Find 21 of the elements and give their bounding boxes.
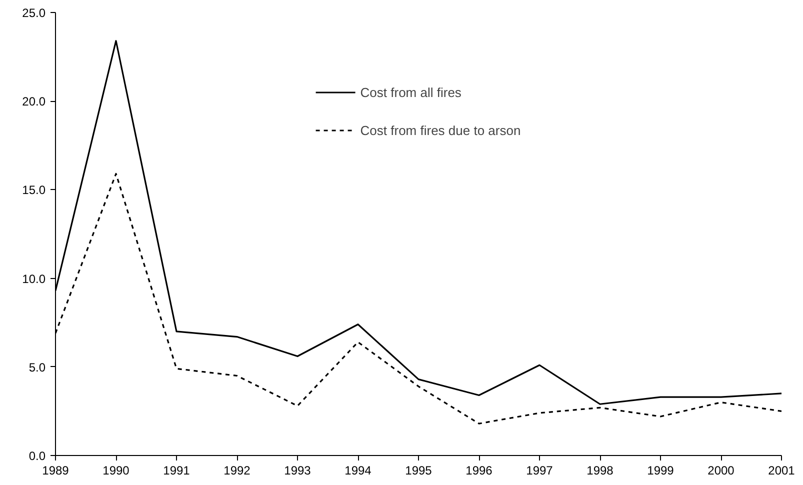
x-tick-label: 1992 (224, 464, 251, 478)
y-tick-label: 25.0 (22, 6, 46, 20)
x-tick-label: 1993 (284, 464, 312, 478)
y-tick-label: 0.0 (28, 449, 46, 463)
x-tick-label: 1995 (405, 464, 432, 478)
x-tick-label: 1999 (647, 464, 674, 478)
y-tick-label: 15.0 (22, 183, 46, 198)
legend-label: Cost from fires due to arson (360, 122, 521, 138)
x-tick-label: 1989 (42, 464, 70, 478)
x-tick-label: 1991 (163, 464, 190, 478)
y-tick-label: 20.0 (22, 94, 46, 109)
x-tick-label: 1997 (526, 464, 554, 478)
x-tick-label: 2000 (708, 464, 735, 478)
x-tick-label: 1994 (344, 464, 372, 478)
legend-label: Cost from all fires (360, 84, 462, 100)
x-tick-label: 2001 (768, 464, 796, 478)
x-tick-label: 1996 (466, 464, 493, 478)
x-tick-label: 1998 (586, 464, 614, 478)
y-tick-label: 5.0 (28, 360, 46, 374)
x-tick-label: 1990 (102, 464, 130, 478)
y-tick-label: 10.0 (22, 272, 46, 286)
